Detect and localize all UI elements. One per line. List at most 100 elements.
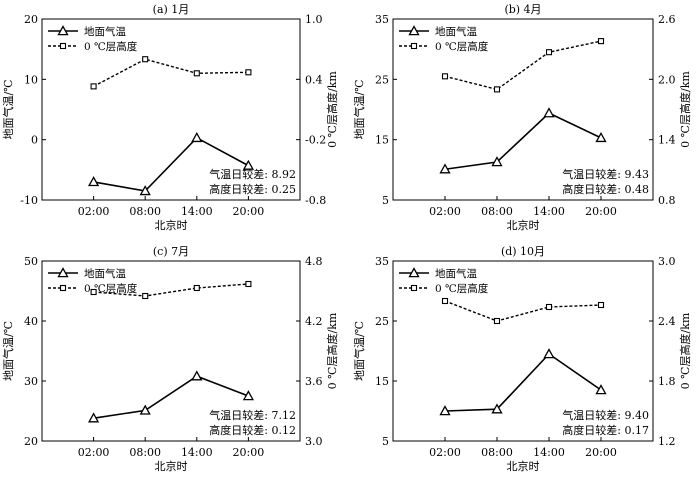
data-point-temperature	[491, 156, 503, 167]
y-tick-label-left: 30	[24, 375, 38, 388]
y-tick-label-left: 35	[375, 255, 389, 268]
data-point-height	[597, 301, 605, 309]
x-axis-title: 北京时	[155, 218, 188, 232]
y-tick-label-left: 20	[24, 435, 38, 448]
data-point-height	[245, 69, 252, 76]
x-tick-label: 14:00	[533, 205, 565, 218]
annotation-text: 气温日较差: 9.40	[562, 408, 649, 422]
data-point-height	[245, 280, 252, 288]
x-tick-label: 02:00	[429, 446, 461, 459]
series-line-height	[93, 58, 249, 87]
plot-frame	[41, 260, 301, 442]
legend-marker-triangle	[57, 267, 69, 278]
x-tick-label: 02:00	[78, 446, 110, 459]
data-point-height	[142, 292, 149, 300]
y-tick-label-left: 0	[31, 134, 38, 147]
legend-marker-square	[59, 284, 67, 292]
y-tick-label-left: 5	[382, 435, 389, 448]
panel-title: (c) 7月	[153, 245, 189, 258]
series-line-temperature	[93, 136, 249, 192]
data-point-height	[493, 317, 501, 325]
data-point-height	[545, 303, 553, 311]
data-point-height	[90, 83, 97, 90]
x-tick-label: 20:00	[233, 446, 265, 459]
x-tick-label: 08:00	[481, 205, 513, 218]
data-point-temperature	[139, 185, 151, 196]
x-tick-label: 02:00	[78, 205, 110, 218]
y-axis-title-left: 地面气温/℃	[352, 321, 366, 381]
data-point-temperature	[242, 390, 255, 401]
y-axis-title-right: 0 ℃层高度/km	[325, 312, 339, 389]
data-point-height	[142, 56, 149, 63]
data-point-temperature	[87, 176, 100, 187]
y-axis-title-right: 0 ℃层高度/km	[325, 71, 339, 148]
legend-marker-square	[410, 42, 418, 50]
legend-marker-triangle	[408, 25, 420, 36]
data-point-height	[545, 49, 553, 56]
y-tick-label-right: -0.8	[305, 194, 326, 207]
y-tick-label-left: 25	[375, 73, 389, 86]
data-point-height	[193, 284, 200, 292]
legend-label: 0 ℃层高度	[435, 282, 489, 295]
series-line-height	[444, 40, 602, 91]
y-tick-label-right: 2.0	[658, 73, 676, 86]
data-point-height	[597, 38, 605, 45]
panel-1: (a) 1月 -10 0 10 20 -0.8 -0.2 0.4 1.0 02:00 08:00 14…	[1, 3, 339, 232]
data-point-temperature	[439, 405, 451, 416]
y-tick-label-left: 15	[375, 375, 389, 388]
data-point-temperature	[87, 412, 100, 423]
plot-frame	[392, 260, 654, 442]
y-tick-label-right: 3.0	[305, 435, 323, 448]
panel-title: (a) 1月	[153, 3, 190, 16]
y-tick-label-left: 15	[375, 134, 389, 147]
y-tick-label-right: 3.0	[658, 255, 676, 268]
annotation-text: 气温日较差: 8.92	[209, 167, 296, 181]
x-tick-label: 08:00	[481, 446, 513, 459]
annotation-text: 高度日较差: 0.12	[209, 423, 296, 437]
x-tick-label: 20:00	[233, 205, 265, 218]
y-tick-label-left: 50	[24, 255, 38, 268]
y-axis-title-right: 0 ℃层高度/km	[678, 71, 692, 148]
x-tick-label: 20:00	[585, 205, 617, 218]
y-tick-label-left: 5	[382, 194, 389, 207]
x-axis-title: 北京时	[507, 218, 540, 232]
legend-label: 地面气温	[435, 25, 477, 38]
x-tick-label: 14:00	[181, 205, 213, 218]
x-axis-title: 北京时	[155, 459, 188, 473]
panel-2: (b) 4月 5 15 25 35 0.8 1.4 2.0 2.6 02:00 08:00 14:00…	[352, 3, 692, 232]
y-tick-label-right: 4.8	[305, 255, 323, 268]
legend-marker-square	[410, 284, 418, 292]
legend-label: 地面气温	[84, 267, 126, 280]
y-tick-label-left: 40	[24, 315, 38, 328]
legend-marker-triangle	[57, 25, 69, 36]
x-tick-label: 14:00	[533, 446, 565, 459]
data-point-height	[441, 297, 449, 305]
series-line-height	[93, 283, 249, 297]
y-tick-label-left: 10	[24, 73, 38, 86]
x-tick-label: 14:00	[181, 446, 213, 459]
x-tick-label: 20:00	[585, 446, 617, 459]
data-point-height	[90, 288, 97, 296]
data-point-height	[193, 70, 200, 77]
x-axis-title: 北京时	[507, 459, 540, 473]
plot-frame	[392, 18, 654, 201]
annotation-text: 高度日较差: 0.17	[562, 423, 649, 437]
y-tick-label-right: 0.4	[305, 73, 323, 86]
series-line-temperature	[444, 112, 602, 171]
plot-frame	[41, 18, 301, 201]
y-tick-label-right: 3.6	[305, 375, 323, 388]
y-tick-label-left: 35	[375, 13, 389, 26]
annotation-text: 高度日较差: 0.25	[209, 182, 296, 196]
panel-title: (d) 10月	[501, 245, 545, 258]
data-point-height	[441, 73, 449, 80]
y-axis-title-left: 地面气温/℃	[352, 79, 366, 139]
data-point-temperature	[491, 403, 503, 414]
y-tick-label-right: 1.0	[305, 13, 323, 26]
series-line-temperature	[444, 352, 602, 412]
legend-label: 0 ℃层高度	[435, 40, 489, 53]
panel-title: (b) 4月	[504, 3, 541, 16]
panel-4: (d) 10月 5 15 25 35 1.2 1.8 2.4 3.0 02:00 08:00 14:0…	[352, 245, 692, 473]
y-axis-title-left: 地面气温/℃	[1, 321, 15, 381]
data-point-temperature	[595, 132, 607, 143]
